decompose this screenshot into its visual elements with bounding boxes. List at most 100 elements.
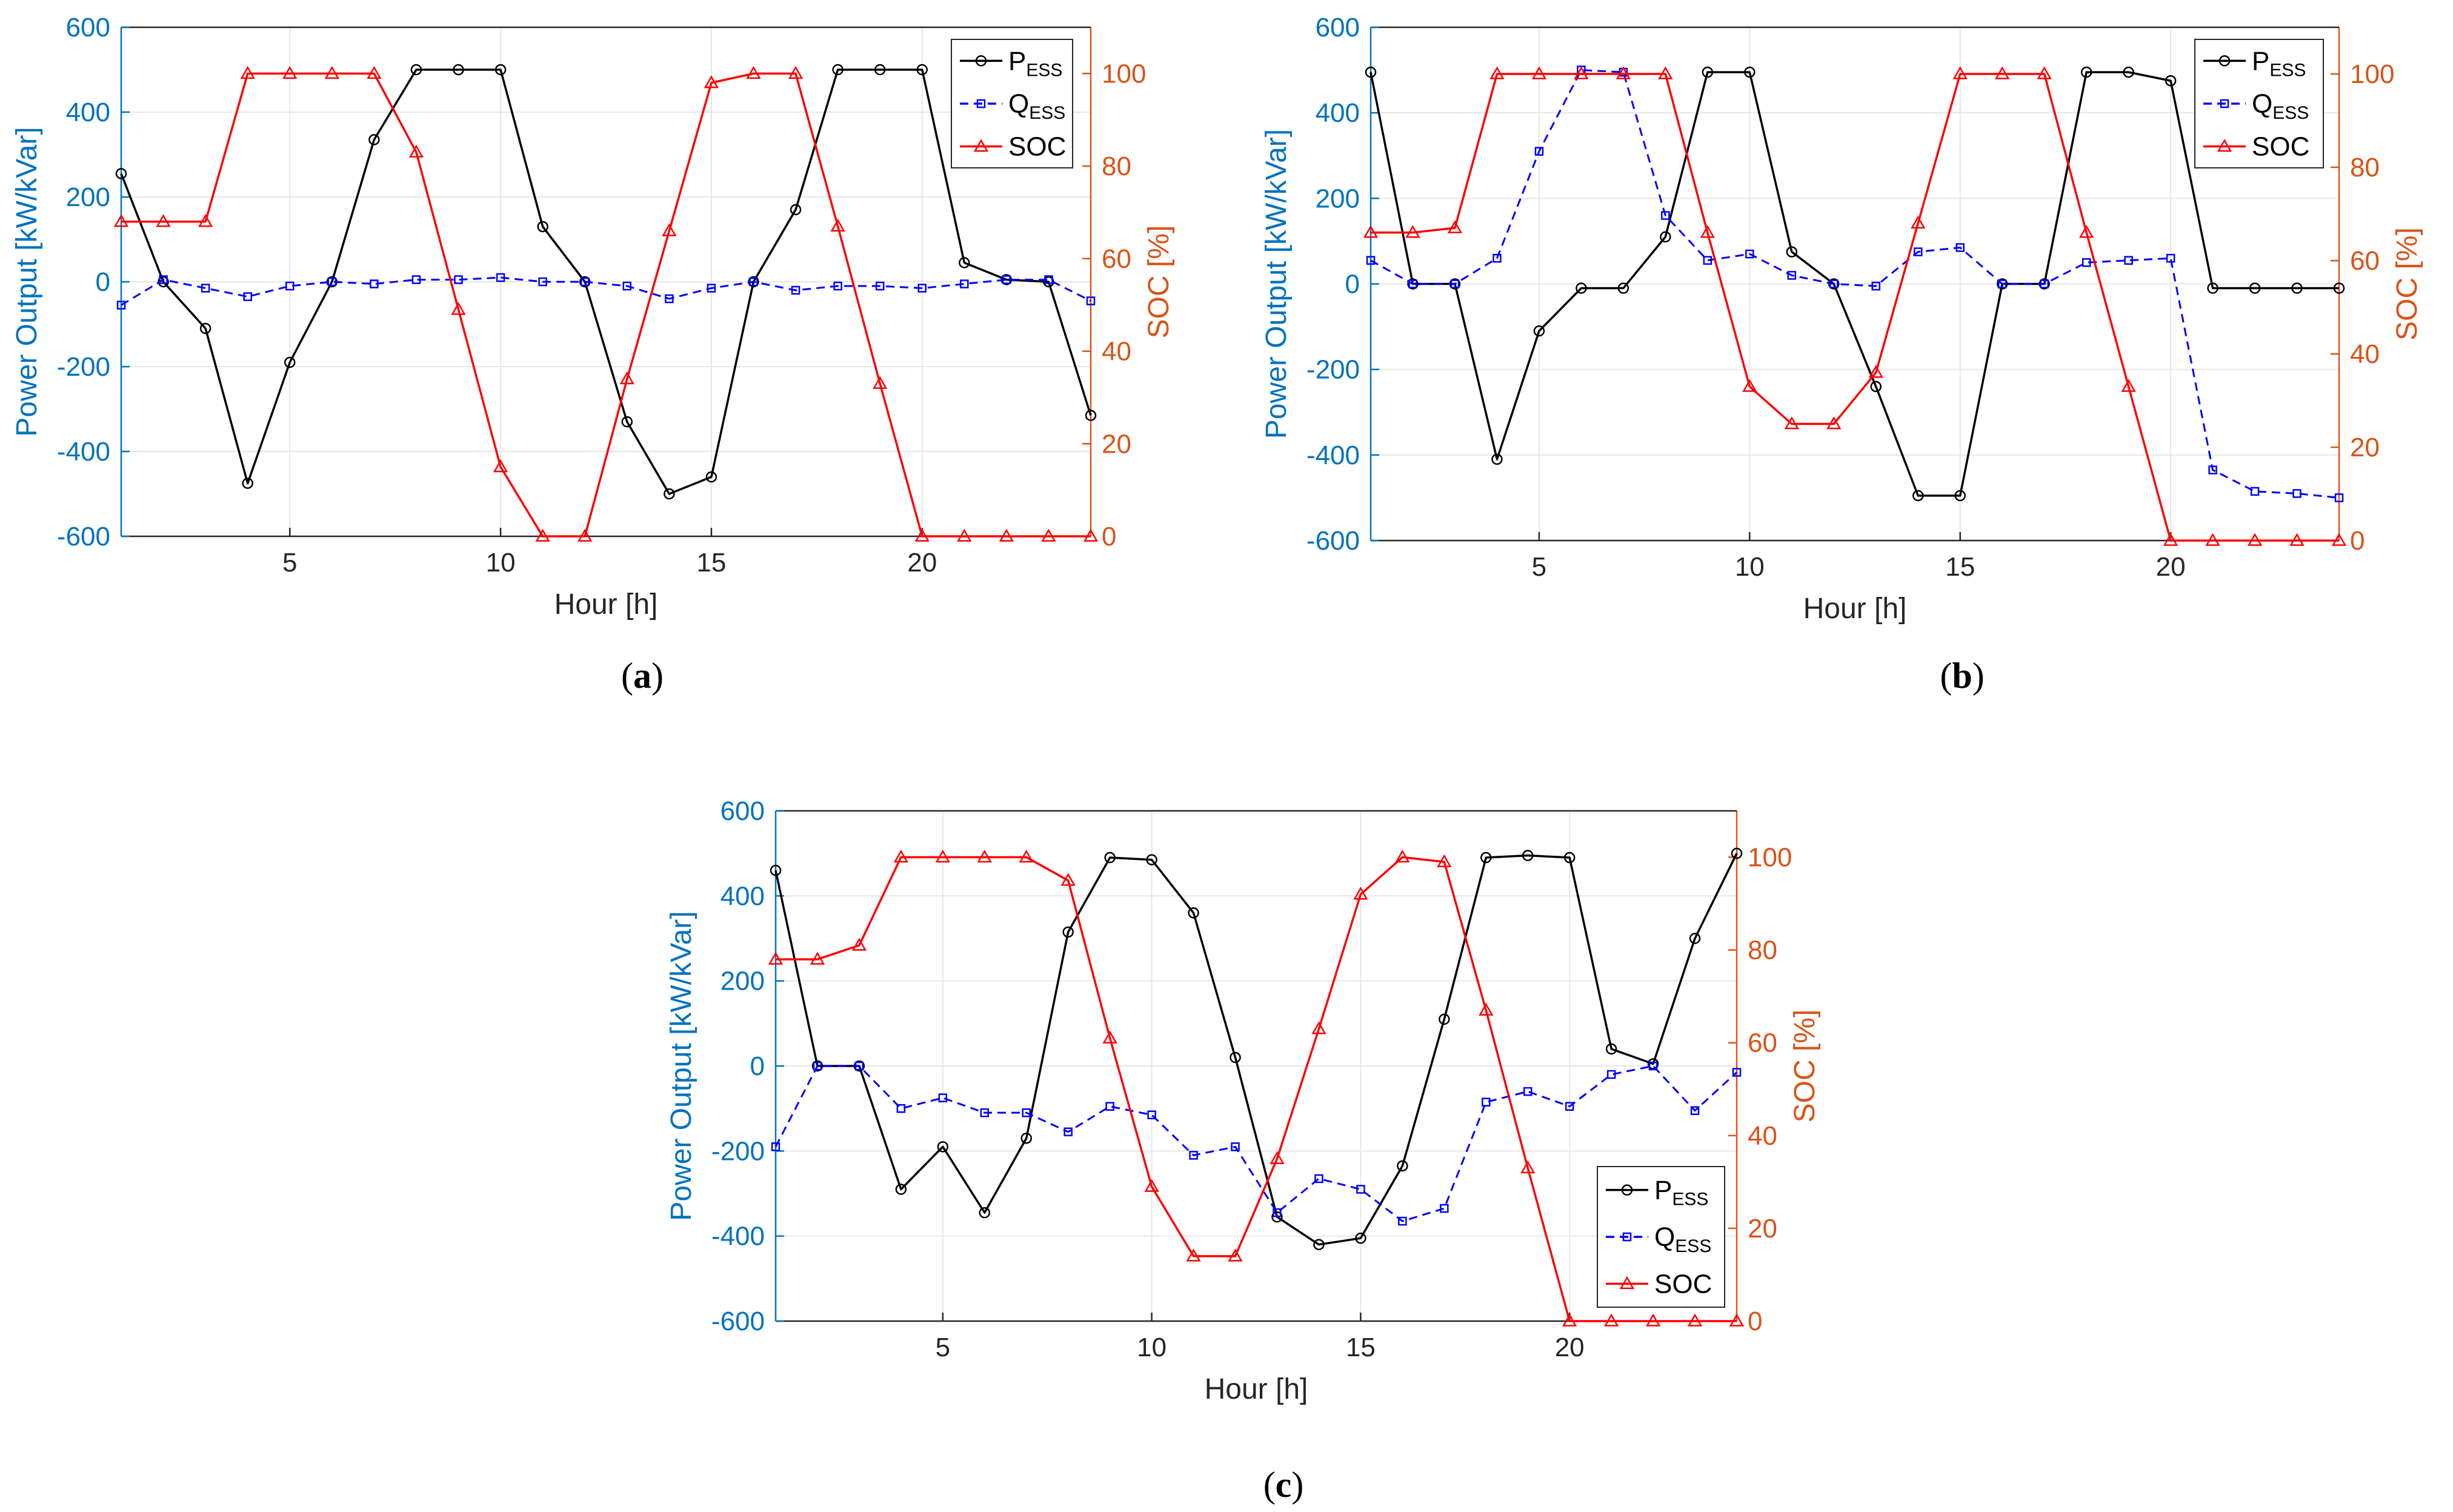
data-point-triangle [2289,533,2305,546]
series-line [1371,73,2339,542]
data-point-circle [2165,75,2177,87]
data-point-triangle [2205,533,2220,546]
data-point-circle [1912,490,1924,502]
data-point-square [411,275,421,284]
data-point-circle [2123,66,2134,78]
data-point-triangle [1447,220,1463,233]
data-point-square [813,1061,822,1071]
data-point-triangle [198,214,213,227]
data-point-triangle [1479,1002,1494,1016]
data-point-triangle [1619,1276,1635,1290]
data-point-triangle [1311,1021,1326,1034]
y-right-tick-label: 60 [1748,1028,1777,1058]
data-point-triangle [999,528,1014,542]
series-p-ess [115,64,1097,500]
data-point-triangle [1562,1313,1577,1327]
data-point-square [201,284,210,293]
y-right-tick-label: 40 [2350,339,2380,369]
data-point-square [1606,1070,1616,1079]
data-point-square [1661,211,1670,220]
legend-entry-name: P [1008,46,1026,76]
y-left-tick-label: -600 [57,522,110,551]
data-point-square [1787,271,1797,280]
series-line [121,276,1091,306]
y-right-axis-label: SOC [%] [1143,225,1175,339]
x-tick-label: 15 [1346,1333,1376,1362]
legend-entry-name: Q [1654,1222,1675,1252]
y-left-tick-label: 200 [721,967,765,996]
data-point-square [1398,1216,1407,1226]
y-right-axis-label: SOC [%] [2391,227,2423,341]
series-p-ess [1365,66,2345,502]
data-point-circle [2080,66,2092,78]
data-point-square [1523,1087,1533,1096]
series-line [774,853,1738,1246]
data-point-circle [1647,1058,1659,1070]
data-point-triangle [788,65,804,79]
x-tick-label: 10 [1735,552,1765,582]
y-right-tick-label: 100 [2350,59,2394,89]
data-point-square [1534,147,1544,156]
y-left-tick-label: -400 [1306,441,1360,470]
chart-a: 5 10 15 20 -600 -400 -200 0 200 400 600 0 20 40 60 80 10… [11,13,1175,696]
data-point-square [1565,1102,1574,1111]
data-point-square [1622,1232,1632,1242]
data-point-triangle [1520,1160,1536,1174]
y-right-tick-label: 20 [1102,429,1131,459]
data-point-square [1408,279,1417,288]
data-point-square [938,1093,948,1102]
data-point-square [1440,1204,1449,1213]
data-point-triangle [1144,1179,1159,1192]
y-right-tick-label: 40 [1102,337,1131,367]
legend-entry: SOC [2252,132,2309,162]
data-point-triangle [1405,225,1420,238]
legend-entry-subscript: ESS [1029,103,1065,123]
data-point-triangle [367,65,382,79]
data-point-circle [284,356,296,368]
x-tick-label: 20 [1555,1333,1585,1362]
data-point-square [622,281,632,291]
data-point-circle [242,478,253,489]
data-point-circle [199,322,211,335]
legend-entry-subscript: ESS [2272,103,2309,123]
y-right-tick-label: 40 [1748,1121,1777,1151]
data-point-square [749,277,758,287]
data-point-square [2040,279,2049,288]
x-tick-label: 5 [1532,552,1546,582]
data-point-square [580,277,590,287]
data-point-square [1450,279,1460,288]
data-point-triangle [851,938,867,951]
x-axis-label: Hour [h] [554,588,658,621]
data-point-triangle [1742,379,1757,392]
series-q-ess [1366,65,2344,502]
data-point-triangle [914,528,930,542]
x-tick-label: 20 [2156,552,2186,582]
chart-b: 5 10 15 20 -600 -400 -200 0 200 400 600 0 20 40 60 80 10… [1260,13,2423,696]
data-point-square [1366,256,1376,265]
data-point-triangle [156,214,171,227]
data-point-triangle [1700,225,1715,238]
data-point-triangle [1658,66,1673,79]
y-left-tick-label: 400 [721,881,765,911]
y-right-tick-label: 20 [1748,1214,1777,1244]
legend-entry: SOC [1008,132,1066,162]
data-point-square [1955,243,1965,252]
y-left-axis-label: Power Output [kW/kVar] [1260,129,1293,439]
data-point-square [1022,1108,1031,1117]
legend-entry-subscript: ESS [2269,60,2306,80]
data-point-square [2208,465,2217,475]
data-point-square [976,99,986,108]
legend-entry-name: Q [2252,89,2272,119]
caption-open: ( [1263,1465,1276,1505]
series-soc [1363,66,2347,546]
data-point-square [1147,1110,1156,1119]
data-point-circle [1480,851,1492,864]
data-point-circle [1085,410,1097,421]
x-axis-label: Hour [h] [1205,1373,1308,1405]
legend-entry-name: SOC [1654,1269,1712,1299]
series-q-ess [116,273,1096,310]
data-point-circle [832,64,844,76]
caption-open: ( [621,656,633,696]
legend-entry-name: Q [1008,89,1029,119]
data-point-square [370,279,379,288]
